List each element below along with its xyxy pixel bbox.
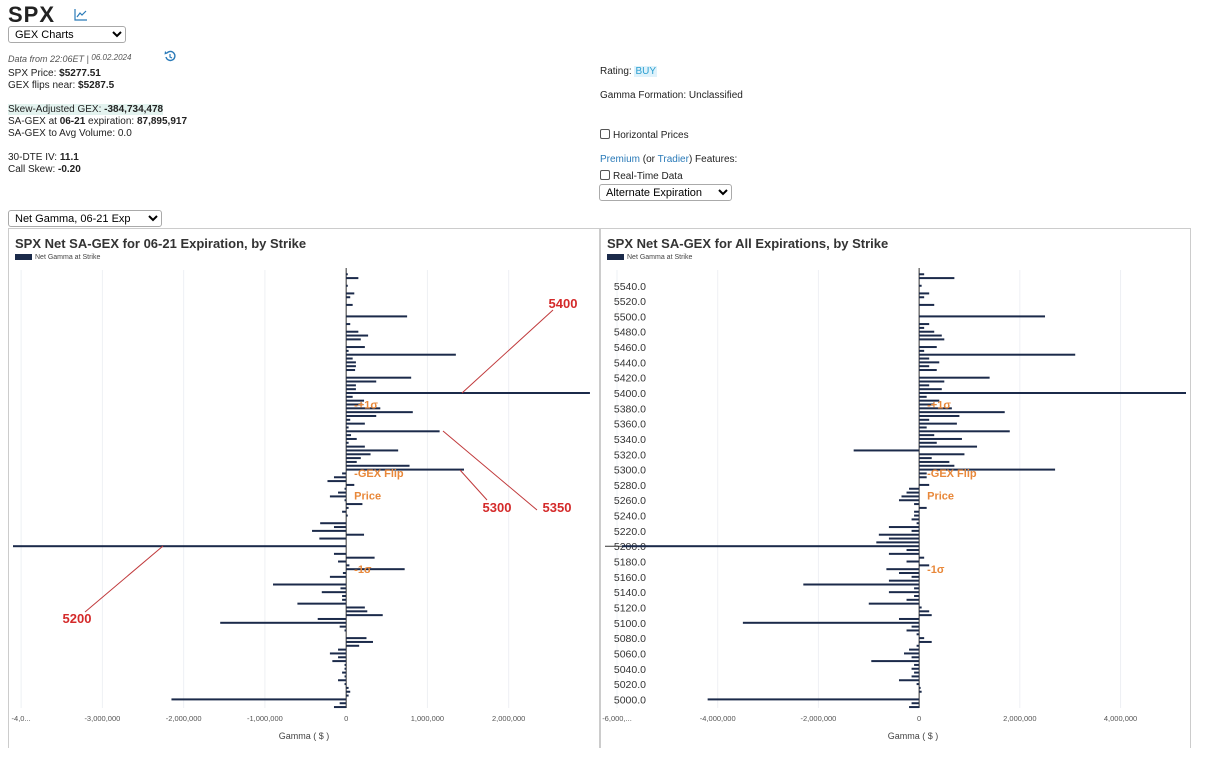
- sagex-avg-volume: SA-GEX to Avg Volume: 0.0: [8, 128, 132, 139]
- sagex-expiration: SA-GEX at 06-21 expiration: 87,895,917: [8, 116, 188, 127]
- history-icon[interactable]: [164, 50, 176, 62]
- gamma-formation: Gamma Formation: Unclassified: [600, 90, 743, 101]
- chart-legend: Net Gamma at Strike: [15, 254, 100, 261]
- alternate-expiration-select[interactable]: Alternate Expiration: [599, 184, 732, 201]
- symbol-title: SPX: [8, 2, 56, 27]
- chart-panel-expiration: SPX Net SA-GEX for 06-21 Expiration, by …: [8, 228, 600, 748]
- data-date: 06.02.2024: [91, 53, 132, 62]
- gex-flip: GEX flips near: $5287.5: [8, 80, 115, 91]
- spx-price: SPX Price: $5277.51: [8, 68, 101, 79]
- premium-link[interactable]: Premium: [600, 154, 641, 165]
- horizontal-prices-checkbox[interactable]: Horizontal Prices: [600, 129, 689, 142]
- chart-title: SPX Net SA-GEX for All Expirations, by S…: [607, 236, 889, 251]
- iv-30dte: 30-DTE IV: 11.1: [8, 152, 79, 163]
- rating: Rating: BUY: [600, 66, 658, 77]
- line-chart-icon[interactable]: [74, 9, 88, 21]
- chart-type-select[interactable]: Net Gamma, 06-21 Exp: [8, 210, 162, 227]
- real-time-checkbox[interactable]: Real-Time Data: [600, 170, 683, 183]
- call-skew: Call Skew: -0.20: [8, 164, 81, 175]
- chart-panel-all: SPX Net SA-GEX for All Expirations, by S…: [600, 228, 1191, 748]
- chart-legend: Net Gamma at Strike: [607, 254, 692, 261]
- tradier-link[interactable]: Tradier: [657, 154, 689, 165]
- view-select[interactable]: GEX Charts: [8, 26, 126, 43]
- premium-features: Premium (or Tradier) Features:: [600, 154, 738, 165]
- skew-adjusted-gex: Skew-Adjusted GEX: -384,734,478: [8, 104, 164, 115]
- chart-title: SPX Net SA-GEX for 06-21 Expiration, by …: [15, 236, 307, 251]
- data-from: Data from 22:06ET |: [8, 54, 89, 64]
